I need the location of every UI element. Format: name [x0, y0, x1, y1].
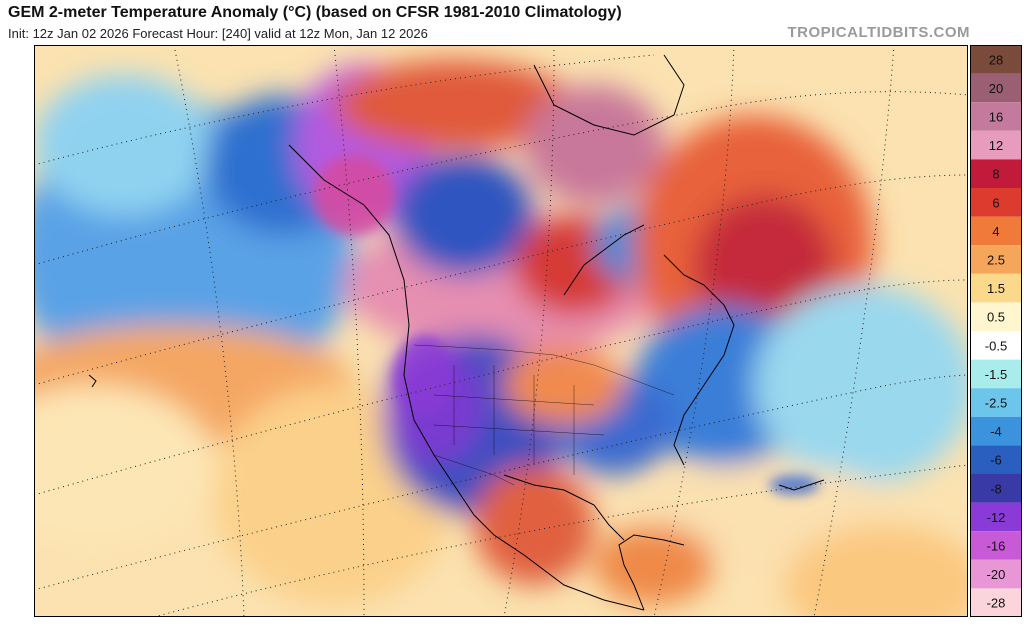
coastlines — [88, 54, 825, 611]
legend-label: -2.5 — [985, 396, 1007, 411]
legend-label: 1.5 — [987, 281, 1005, 296]
legend-label: -8 — [990, 481, 1002, 496]
legend-swatch — [970, 273, 1022, 303]
legend-swatch — [970, 559, 1022, 589]
legend-swatch — [970, 359, 1022, 389]
legend-swatch — [970, 159, 1022, 188]
map-subtitle: Init: 12z Jan 02 2026 Forecast Hour: [24… — [8, 26, 428, 41]
legend-label: 2.5 — [987, 253, 1005, 268]
legend-label: 16 — [989, 110, 1003, 125]
legend-label: 6 — [992, 195, 999, 210]
graticule — [34, 45, 968, 617]
legend-swatch — [970, 102, 1022, 131]
legend-swatch — [970, 302, 1022, 331]
color-legend: 28 20 16 12 8 6 4 2.5 1.5 0.5 -0.5 -1.5 -2.5 -4 -6 -8 -1… — [970, 45, 1022, 617]
legend-swatch — [970, 502, 1022, 532]
legend-label: -1.5 — [985, 367, 1007, 382]
map-title: GEM 2-meter Temperature Anomaly (°C) (ba… — [8, 4, 622, 21]
legend-label: -16 — [987, 539, 1006, 554]
legend-swatch — [970, 531, 1022, 560]
legend-canvas: 28 20 16 12 8 6 4 2.5 1.5 0.5 -0.5 -1.5 -2.5 -4 -6 -8 -1… — [970, 45, 1022, 617]
legend-swatch — [970, 445, 1022, 474]
borders — [413, 344, 675, 486]
legend-swatch — [970, 474, 1022, 503]
legend-label: -4 — [990, 424, 1002, 439]
legend-label: -20 — [987, 567, 1006, 582]
map-canvas — [34, 45, 968, 617]
legend-swatch — [970, 588, 1022, 617]
legend-label: -12 — [987, 510, 1006, 525]
legend-swatch — [970, 216, 1022, 246]
anomaly-map — [34, 45, 968, 617]
legend-label: -6 — [990, 453, 1002, 468]
legend-swatch — [970, 45, 1022, 74]
legend-border — [970, 45, 1022, 617]
legend-swatch — [970, 73, 1022, 103]
legend-label: 0.5 — [987, 310, 1005, 325]
legend-label: -28 — [987, 596, 1006, 611]
legend-label: -0.5 — [985, 338, 1007, 353]
legend-swatch — [970, 331, 1022, 360]
legend-swatch — [970, 416, 1022, 446]
site-brand[interactable]: TROPICALTIDBITS.COM — [787, 24, 970, 41]
legend-swatch — [970, 130, 1022, 160]
legend-label: 4 — [992, 224, 999, 239]
legend-label: 28 — [989, 52, 1003, 67]
legend-label: 20 — [989, 81, 1003, 96]
legend-label: 12 — [989, 138, 1003, 153]
legend-swatch — [970, 245, 1022, 274]
legend-label: 8 — [992, 167, 999, 182]
legend-swatch — [970, 388, 1022, 417]
legend-swatch — [970, 188, 1022, 217]
